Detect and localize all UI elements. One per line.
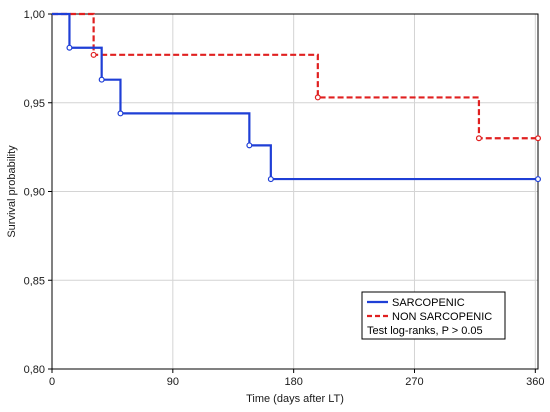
censor-mark-sarcopenic [66, 44, 73, 51]
censor-mark-sarcopenic [267, 176, 274, 183]
x-axis-ticks: 0 90 180 270 360 [49, 369, 544, 388]
censor-mark-non-sarcopenic [475, 135, 482, 142]
y-axis-label: Survival probability [6, 145, 18, 238]
y-tick-label: 0,90 [24, 187, 45, 199]
y-tick-label: 0,85 [24, 275, 45, 287]
censor-mark-non-sarcopenic [534, 135, 541, 142]
y-tick-label: 0,80 [24, 364, 45, 376]
censor-mark-sarcopenic [246, 142, 253, 149]
series-line-sarcopenic [52, 12, 538, 181]
y-axis-ticks: 0,80 0,85 0,90 0,95 1,00 [24, 9, 52, 376]
legend: SARCOPENIC NON SARCOPENIC Test log-ranks… [361, 291, 506, 340]
legend-label-non-sarcopenic: NON SARCOPENIC [392, 311, 492, 323]
censor-mark-sarcopenic [98, 76, 105, 83]
x-tick-label: 180 [284, 376, 302, 388]
censor-mark-non-sarcopenic [90, 51, 97, 58]
y-tick-label: 0,95 [24, 98, 45, 110]
x-axis-label: Time (days after LT) [246, 393, 344, 405]
legend-label-sarcopenic: SARCOPENIC [392, 297, 465, 309]
log-rank-annotation: Test log-ranks, P > 0.05 [367, 325, 483, 337]
x-tick-label: 0 [49, 376, 55, 388]
x-tick-label: 270 [405, 376, 423, 388]
censor-mark-sarcopenic [117, 110, 124, 117]
censor-mark-non-sarcopenic [314, 94, 321, 101]
x-tick-label: 90 [167, 376, 179, 388]
series-line-non-sarcopenic [52, 12, 538, 140]
series-layer [52, 12, 541, 183]
y-tick-label: 1,00 [24, 9, 45, 21]
censor-mark-sarcopenic [534, 176, 541, 183]
x-tick-label: 360 [526, 376, 544, 388]
